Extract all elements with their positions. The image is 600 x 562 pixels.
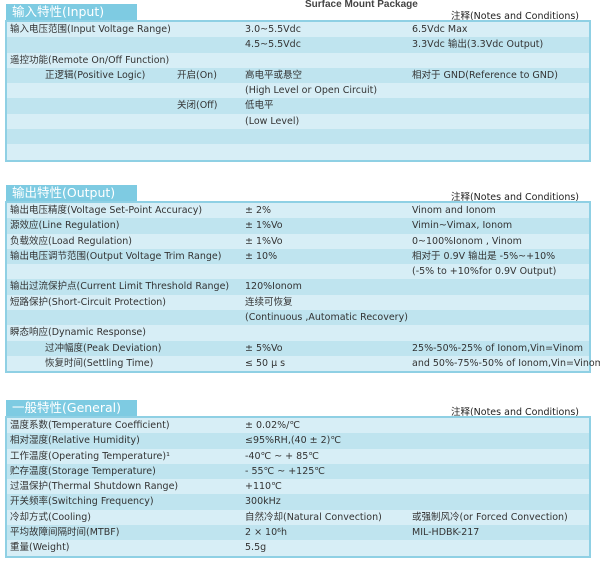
value-cell: ± 5%Vo (245, 342, 283, 354)
value-cell: 2 × 10⁶h (245, 527, 287, 539)
note-cell: Vinom and Ionom (412, 205, 496, 216)
note-cell: MIL-HDBK-217 (412, 527, 480, 539)
table-row: 过冲幅度(Peak Deviation) ± 5%Vo 25%-50%-25% of… (7, 340, 589, 356)
page-header-fragment: Surface Mount Package (305, 0, 418, 10)
value-cell: 4.5~5.5Vdc (245, 39, 301, 51)
table-row: 相对湿度(Relative Humidity) ≤95%RH,(40 ± 2)℃ (7, 433, 589, 449)
spec-table: 输入电压范围(Input Voltage Range) 3.0~5.5Vdc 6.5… (5, 20, 591, 162)
note-cell: 6.5Vdc Max (412, 24, 468, 35)
parameter-cell: 工作温度(Operating Temperature)¹ (10, 450, 170, 462)
value-cell: -40℃ ~ + 85℃ (245, 450, 319, 462)
sub-parameter-cell: 过冲幅度(Peak Deviation) (45, 342, 162, 354)
table-row: 输出电压调节范围(Output Voltage Trim Range) ± 10%… (7, 248, 589, 265)
value-cell: ± 1%Vo (245, 220, 283, 232)
parameter-cell: 负载效应(Load Regulation) (10, 235, 132, 247)
parameter-cell: 瞬态响应(Dynamic Response) (10, 327, 146, 339)
value-cell: (Low Level) (245, 115, 300, 127)
note-cell: 相对于 GND(Reference to GND) (412, 69, 558, 81)
parameter-cell: 开关频率(Switching Frequency) (10, 496, 154, 508)
table-row: 遥控功能(Remote On/Off Function) (7, 53, 589, 68)
value-cell: 自然冷却(Natural Convection) (245, 511, 382, 523)
notes-header: 注释(Notes and Conditions) (450, 192, 579, 203)
table-row: 负载效应(Load Regulation) ± 1%Vo 0~100%Ionom ,… (7, 234, 589, 249)
table-row: 开关频率(Switching Frequency) 300kHz (7, 494, 589, 510)
table-row: 输出电压精度(Voltage Set-Point Accuracy) ± 2% Vi… (7, 203, 589, 218)
note-cell: (-5% to +10%for 0.9V Output) (412, 266, 557, 278)
sub-parameter-cell: 正逻辑(Positive Logic) (45, 69, 146, 81)
note-cell: 3.3Vdc 输出(3.3Vdc Output) (412, 39, 544, 51)
value-cell: +110℃ (245, 481, 282, 493)
parameter-cell: 源效应(Line Regulation) (10, 220, 120, 232)
value-cell: ≤95%RH,(40 ± 2)℃ (245, 435, 342, 447)
value-cell: 300kHz (245, 496, 281, 508)
table-row (7, 129, 589, 145)
note-cell: 25%-50%-25% of Ionom,Vin=Vinom (412, 342, 584, 354)
value-cell: 5.5g (245, 542, 267, 554)
parameter-cell: 输出电压精度(Voltage Set-Point Accuracy) (10, 205, 203, 216)
table-row: (High Level or Open Circuit) (7, 83, 589, 98)
parameter-cell: 输出过流保护点(Current Limit Threshold Range) (10, 281, 230, 293)
table-row: (-5% to +10%for 0.9V Output) (7, 264, 589, 279)
value-cell: ± 1%Vo (245, 235, 283, 247)
parameter-cell: 重量(Weight) (10, 542, 70, 554)
value-cell: 120%Ionom (245, 281, 302, 293)
table-row: 源效应(Line Regulation) ± 1%Vo Vimin~Vimax, I… (7, 218, 589, 234)
table-row: 贮存温度(Storage Temperature) - 55℃ ~ +125℃ (7, 463, 589, 480)
parameter-cell: 过温保护(Thermal Shutdown Range) (10, 481, 179, 493)
table-row: 重量(Weight) 5.5g (7, 540, 589, 555)
table-row: 工作温度(Operating Temperature)¹ -40℃ ~ + 85℃ (7, 449, 589, 464)
parameter-cell: 遥控功能(Remote On/Off Function) (10, 54, 170, 66)
table-row: (Low Level) (7, 114, 589, 129)
value-cell: 3.0~5.5Vdc (245, 24, 301, 35)
value-cell: ± 2% (245, 205, 272, 216)
value-cell: - 55℃ ~ +125℃ (245, 465, 325, 477)
table-row: 关闭(Off) 低电平 (7, 98, 589, 114)
value-cell: ≤ 50 µ s (245, 357, 286, 369)
notes-header: 注释(Notes and Conditions) (450, 11, 579, 22)
parameter-cell: 输入电压范围(Input Voltage Range) (10, 24, 171, 35)
spec-table: 输出电压精度(Voltage Set-Point Accuracy) ± 2% Vi… (5, 201, 600, 374)
parameter-cell: 相对湿度(Relative Humidity) (10, 435, 140, 447)
value-cell: 连续可恢复 (245, 296, 293, 308)
table-row: 恢复时间(Settling Time) ≤ 50 µ s and 50%-75%-5… (7, 356, 600, 371)
notes-header: 注释(Notes and Conditions) (450, 407, 579, 418)
parameter-cell: 温度系数(Temperature Coefficient) (10, 420, 170, 431)
section-title: 输出特性(Output) (6, 185, 137, 201)
table-row: (Continuous ,Automatic Recovery) (7, 310, 589, 326)
value-cell: 低电平 (245, 100, 274, 112)
value-cell: (Continuous ,Automatic Recovery) (245, 312, 408, 324)
table-row: 平均故障间隔时间(MTBF) 2 × 10⁶h MIL-HDBK-217 (7, 525, 589, 541)
table-row: 短路保护(Short-Circuit Protection) 连续可恢复 (7, 295, 589, 310)
value-cell: 高电平或悬空 (245, 69, 303, 81)
value-cell: ± 10% (245, 250, 278, 262)
table-row: 冷却方式(Cooling) 自然冷却(Natural Convection) 或强制… (7, 510, 589, 525)
section-title: 一般特性(General) (6, 400, 137, 416)
table-row: 4.5~5.5Vdc 3.3Vdc 输出(3.3Vdc Output) (7, 37, 589, 53)
note-cell: 相对于 0.9V 输出是 -5%~+10% (412, 250, 556, 262)
note-cell: Vimin~Vimax, Ionom (412, 220, 513, 232)
parameter-cell: 输出电压调节范围(Output Voltage Trim Range) (10, 250, 222, 262)
value-cell: ± 0.02%/℃ (245, 420, 301, 431)
table-row: 输入电压范围(Input Voltage Range) 3.0~5.5Vdc 6.5… (7, 22, 589, 37)
sub-parameter-cell: 恢复时间(Settling Time) (45, 357, 154, 369)
value-cell: (High Level or Open Circuit) (245, 85, 378, 97)
note-cell: 或强制风冷(or Forced Convection) (412, 511, 568, 523)
note-cell: and 50%-75%-50% of Ionom,Vin=Vinom (412, 357, 600, 369)
table-row: 输出过流保护点(Current Limit Threshold Range) 12… (7, 279, 589, 295)
table-row: 过温保护(Thermal Shutdown Range) +110℃ (7, 479, 589, 494)
table-row (7, 144, 589, 159)
parameter-cell: 平均故障间隔时间(MTBF) (10, 527, 120, 539)
state-cell: 开启(On) (177, 69, 217, 81)
parameter-cell: 冷却方式(Cooling) (10, 511, 92, 523)
state-cell: 关闭(Off) (177, 100, 218, 112)
section-title: 输入特性(Input) (6, 4, 137, 20)
table-row: 温度系数(Temperature Coefficient) ± 0.02%/℃ (7, 418, 589, 433)
table-row: 瞬态响应(Dynamic Response) (7, 325, 589, 340)
parameter-cell: 短路保护(Short-Circuit Protection) (10, 296, 166, 308)
parameter-cell: 贮存温度(Storage Temperature) (10, 465, 156, 477)
table-row: 正逻辑(Positive Logic) 开启(On) 高电平或悬空 相对于 GND(R… (7, 67, 589, 84)
spec-table: 温度系数(Temperature Coefficient) ± 0.02%/℃ 相对… (5, 416, 591, 558)
note-cell: 0~100%Ionom , Vinom (412, 235, 522, 247)
